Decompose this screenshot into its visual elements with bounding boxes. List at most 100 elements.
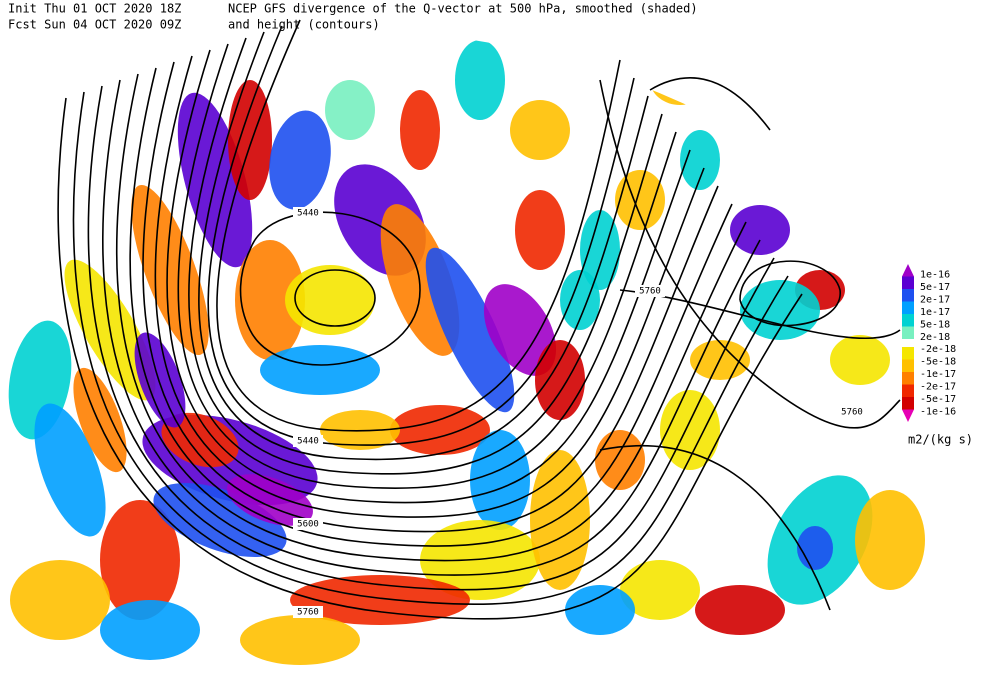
contour xyxy=(57,97,803,620)
legend-swatch xyxy=(902,326,914,339)
legend-label: -2e-17 xyxy=(920,382,956,393)
shaded-cell xyxy=(240,615,360,665)
shaded-cell xyxy=(235,240,305,360)
shaded-cell xyxy=(325,80,375,140)
forecast-time: Fcst Sun 04 OCT 2020 09Z xyxy=(8,18,181,32)
contour xyxy=(198,31,649,461)
contour-label: 5440 xyxy=(297,209,319,219)
legend-swatch xyxy=(902,276,914,289)
legend-label: -5e-18 xyxy=(920,357,956,368)
shaded-cell xyxy=(680,130,720,190)
contour xyxy=(72,91,789,606)
shaded-cell xyxy=(290,575,470,625)
contour xyxy=(739,260,841,327)
contour-label-bg xyxy=(293,207,323,219)
shaded-cell xyxy=(10,560,110,640)
shaded-cell xyxy=(530,450,590,590)
shaded-cell xyxy=(535,340,585,420)
legend-unit: m2/(kg s) xyxy=(908,433,973,447)
legend-swatch xyxy=(902,301,914,314)
contour xyxy=(188,37,663,475)
legend-label: 1e-17 xyxy=(920,307,950,318)
shaded-cell xyxy=(730,205,790,255)
contour-label: 5440 xyxy=(297,437,319,447)
shaded-cell xyxy=(425,247,515,413)
shaded-cell xyxy=(515,190,565,270)
shaded-field xyxy=(8,40,925,665)
shaded-cell xyxy=(260,345,380,395)
legend-label: 1e-16 xyxy=(920,270,950,281)
contour xyxy=(207,25,635,446)
contour-label-bg xyxy=(293,518,323,530)
shaded-cell xyxy=(269,110,331,210)
contour xyxy=(166,49,691,504)
legend-swatch xyxy=(902,314,914,327)
subtitle: and height (contours) xyxy=(228,18,380,32)
shaded-cell xyxy=(100,500,180,620)
contour-label: 5760 xyxy=(639,287,661,297)
legend-label: 5e-17 xyxy=(920,282,950,293)
legend-label: -1e-17 xyxy=(920,369,956,380)
contour-label: 5760 xyxy=(297,608,319,618)
shaded-cell xyxy=(510,100,570,160)
title: NCEP GFS divergence of the Q-vector at 5… xyxy=(228,2,698,16)
shaded-cell xyxy=(134,332,186,428)
shaded-cell xyxy=(797,526,833,570)
legend-swatch xyxy=(902,347,914,360)
shaded-cell xyxy=(100,600,200,660)
legend-swatch xyxy=(902,289,914,302)
shaded-cell xyxy=(855,490,925,590)
legend-swatch xyxy=(902,372,914,385)
contour-label-bg xyxy=(293,435,323,447)
shaded-cell xyxy=(695,585,785,635)
contour-label-bg xyxy=(635,285,665,297)
legend-label: 2e-17 xyxy=(920,295,950,306)
height-contours xyxy=(57,19,901,620)
shaded-cell xyxy=(650,55,710,105)
shaded-cell xyxy=(580,210,620,290)
contour xyxy=(216,19,621,432)
legend-swatch xyxy=(902,409,914,422)
shaded-cell xyxy=(620,560,700,620)
shaded-cell xyxy=(400,90,440,170)
init-time: Init Thu 01 OCT 2020 18Z xyxy=(8,2,181,16)
contour-label: 5600 xyxy=(297,520,319,530)
shaded-cell xyxy=(470,430,530,530)
legend-label: -2e-18 xyxy=(920,344,956,355)
contour xyxy=(154,55,705,518)
contour xyxy=(115,73,747,562)
legend-swatch xyxy=(902,397,914,410)
contour xyxy=(129,67,733,547)
contour xyxy=(142,61,719,533)
shaded-cell xyxy=(34,403,106,537)
contour xyxy=(102,79,761,576)
contour xyxy=(649,77,771,131)
legend-swatch xyxy=(902,264,914,277)
shaded-cell xyxy=(161,412,239,468)
legend-label: -5e-17 xyxy=(920,394,956,405)
contour-label: 5760 xyxy=(841,408,863,418)
shaded-cell xyxy=(455,40,505,120)
legend-swatch xyxy=(902,359,914,372)
shaded-cell xyxy=(615,170,665,230)
contour xyxy=(294,269,376,327)
shaded-cell xyxy=(560,270,600,330)
shaded-cell xyxy=(390,405,490,455)
legend-label: 2e-18 xyxy=(920,332,950,343)
shaded-cell xyxy=(227,474,313,526)
shaded-cell xyxy=(565,585,635,635)
contour-label-bg xyxy=(837,406,867,418)
shaded-cell xyxy=(285,265,375,335)
shaded-cell xyxy=(483,284,557,376)
shaded-cell xyxy=(420,520,540,600)
shaded-cell xyxy=(595,430,645,490)
legend-label: 5e-18 xyxy=(920,320,950,331)
contour xyxy=(87,85,775,591)
shaded-cell xyxy=(830,335,890,385)
shaded-cell xyxy=(228,80,272,200)
contour xyxy=(177,43,677,490)
contour xyxy=(599,79,901,429)
